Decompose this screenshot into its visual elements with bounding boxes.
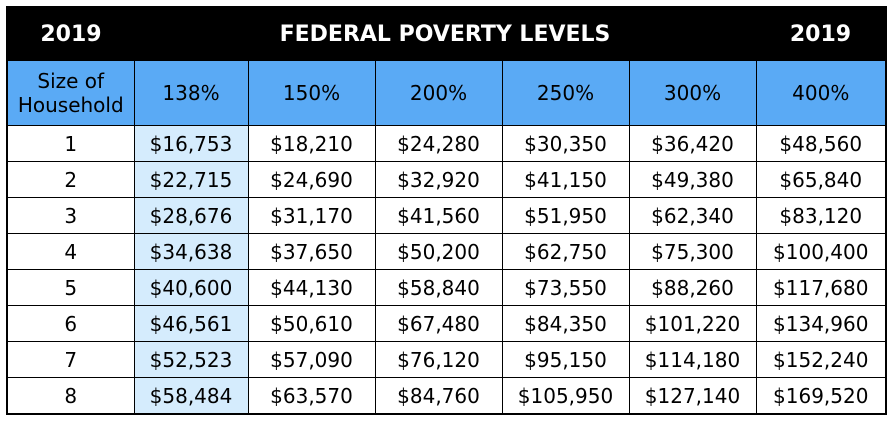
header-400-percent: 400% bbox=[755, 61, 885, 126]
title-bar: 2019 FEDERAL POVERTY LEVELS 2019 bbox=[8, 8, 885, 61]
poverty-level-cell: $58,840 bbox=[374, 269, 503, 306]
household-size-cell: 4 bbox=[8, 233, 135, 270]
poverty-level-cell: $31,170 bbox=[247, 197, 376, 234]
table-row: 5 $40,600 $44,130 $58,840 $73,550 $88,260 $117… bbox=[8, 269, 885, 306]
poverty-level-cell: $40,600 bbox=[133, 269, 249, 306]
header-138-percent: 138% bbox=[133, 61, 249, 126]
poverty-level-cell: $101,220 bbox=[628, 305, 757, 342]
poverty-level-cell: $152,240 bbox=[755, 341, 885, 378]
household-size-cell: 6 bbox=[8, 305, 135, 342]
table-row: 1 $16,753 $18,210 $24,280 $30,350 $36,420 $48,… bbox=[8, 125, 885, 162]
poverty-level-cell: $50,200 bbox=[374, 233, 503, 270]
poverty-level-cell: $62,750 bbox=[501, 233, 630, 270]
title-year-right: 2019 bbox=[789, 22, 852, 47]
poverty-level-cell: $88,260 bbox=[628, 269, 757, 306]
poverty-level-cell: $34,638 bbox=[133, 233, 249, 270]
poverty-level-cell: $22,715 bbox=[133, 161, 249, 198]
poverty-level-cell: $46,561 bbox=[133, 305, 249, 342]
poverty-level-table: Size of Household 138% 150% 200% 250% 30… bbox=[8, 61, 885, 413]
poverty-level-cell: $16,753 bbox=[133, 125, 249, 162]
poverty-level-cell: $28,676 bbox=[133, 197, 249, 234]
poverty-level-cell: $24,280 bbox=[374, 125, 503, 162]
header-row: Size of Household 138% 150% 200% 250% 30… bbox=[8, 61, 885, 126]
poverty-level-cell: $32,920 bbox=[374, 161, 503, 198]
table-row: 8 $58,484 $63,570 $84,760 $105,950 $127,140 $1… bbox=[8, 377, 885, 413]
table-row: 7 $52,523 $57,090 $76,120 $95,150 $114,180 $15… bbox=[8, 341, 885, 378]
poverty-level-cell: $37,650 bbox=[247, 233, 376, 270]
poverty-level-cell: $24,690 bbox=[247, 161, 376, 198]
header-150-percent: 150% bbox=[247, 61, 376, 126]
household-size-cell: 2 bbox=[8, 161, 135, 198]
poverty-level-cell: $63,570 bbox=[247, 377, 376, 413]
poverty-level-cell: $65,840 bbox=[755, 161, 885, 198]
poverty-level-cell: $41,560 bbox=[374, 197, 503, 234]
table-row: 3 $28,676 $31,170 $41,560 $51,950 $62,340 $83,… bbox=[8, 197, 885, 234]
table-row: 4 $34,638 $37,650 $50,200 $62,750 $75,300 $100… bbox=[8, 233, 885, 270]
poverty-level-cell: $67,480 bbox=[374, 305, 503, 342]
header-household-size: Size of Household bbox=[8, 61, 135, 126]
poverty-level-cell: $49,380 bbox=[628, 161, 757, 198]
poverty-level-cell: $134,960 bbox=[755, 305, 885, 342]
poverty-level-cell: $36,420 bbox=[628, 125, 757, 162]
poverty-level-cell: $50,610 bbox=[247, 305, 376, 342]
poverty-level-cell: $84,760 bbox=[374, 377, 503, 413]
poverty-level-cell: $73,550 bbox=[501, 269, 630, 306]
household-size-cell: 3 bbox=[8, 197, 135, 234]
header-250-percent: 250% bbox=[501, 61, 630, 126]
header-200-percent: 200% bbox=[374, 61, 503, 126]
title-year-left: 2019 bbox=[40, 22, 102, 47]
poverty-level-cell: $48,560 bbox=[755, 125, 885, 162]
poverty-level-cell: $51,950 bbox=[501, 197, 630, 234]
household-size-cell: 7 bbox=[8, 341, 135, 378]
household-size-cell: 1 bbox=[8, 125, 135, 162]
poverty-level-cell: $44,130 bbox=[247, 269, 376, 306]
poverty-level-cell: $127,140 bbox=[628, 377, 757, 413]
poverty-level-cell: $117,680 bbox=[755, 269, 885, 306]
table-row: 6 $46,561 $50,610 $67,480 $84,350 $101,220 $13… bbox=[8, 305, 885, 342]
poverty-level-cell: $18,210 bbox=[247, 125, 376, 162]
poverty-level-cell: $169,520 bbox=[755, 377, 885, 413]
poverty-level-cell: $76,120 bbox=[374, 341, 503, 378]
poverty-level-cell: $84,350 bbox=[501, 305, 630, 342]
table-row: 2 $22,715 $24,690 $32,920 $41,150 $49,380 $65,… bbox=[8, 161, 885, 198]
poverty-level-cell: $30,350 bbox=[501, 125, 630, 162]
poverty-level-cell: $57,090 bbox=[247, 341, 376, 378]
poverty-level-cell: $95,150 bbox=[501, 341, 630, 378]
table-body: 1 $16,753 $18,210 $24,280 $30,350 $36,420 $48,… bbox=[8, 125, 885, 413]
poverty-level-cell: $105,950 bbox=[501, 377, 630, 413]
poverty-level-cell: $41,150 bbox=[501, 161, 630, 198]
poverty-level-cell: $75,300 bbox=[628, 233, 757, 270]
household-size-cell: 8 bbox=[8, 377, 135, 413]
table-title: FEDERAL POVERTY LEVELS bbox=[279, 22, 611, 47]
poverty-level-cell: $83,120 bbox=[755, 197, 885, 234]
poverty-level-cell: $58,484 bbox=[133, 377, 249, 413]
poverty-level-table-frame: 2019 FEDERAL POVERTY LEVELS 2019 Size of… bbox=[6, 6, 887, 415]
poverty-level-cell: $52,523 bbox=[133, 341, 249, 378]
poverty-level-cell: $62,340 bbox=[628, 197, 757, 234]
poverty-level-cell: $114,180 bbox=[628, 341, 757, 378]
header-300-percent: 300% bbox=[628, 61, 757, 126]
household-size-cell: 5 bbox=[8, 269, 135, 306]
poverty-level-cell: $100,400 bbox=[755, 233, 885, 270]
